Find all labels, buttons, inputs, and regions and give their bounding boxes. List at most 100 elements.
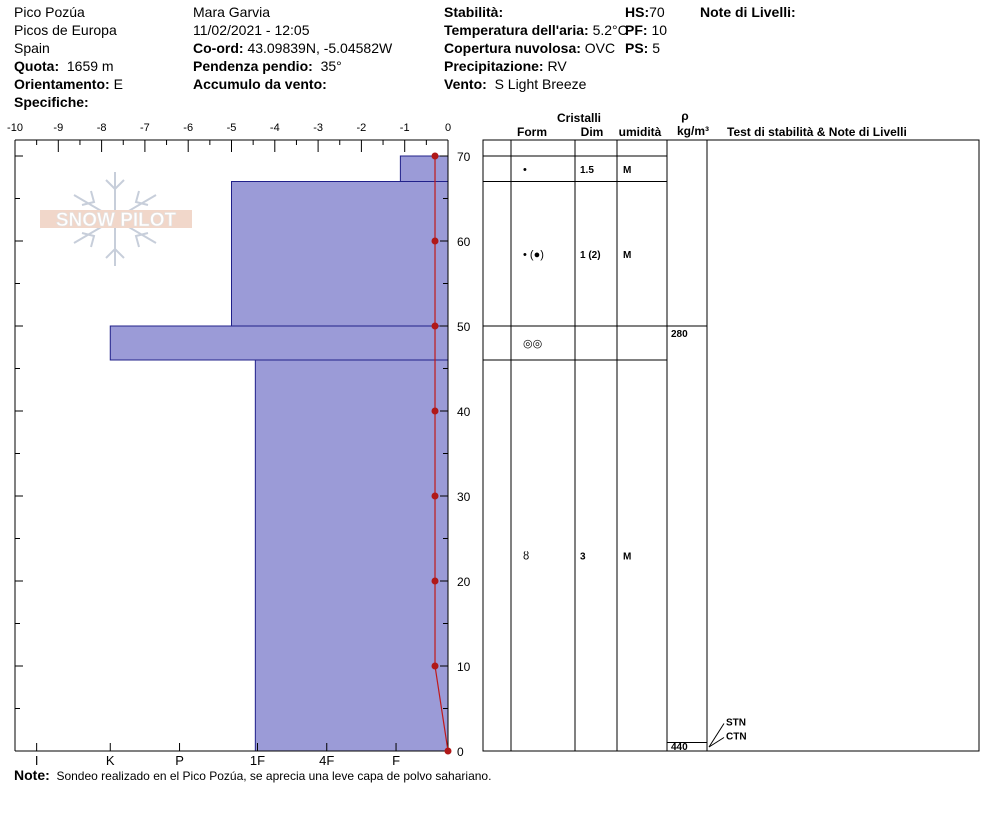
stability-test-leader	[708, 737, 725, 748]
temp-tick-label: -3	[313, 122, 323, 134]
hardness-tick-label: F	[392, 753, 400, 768]
watermark-text: SNOW PILOT	[56, 210, 177, 231]
temp-tick-label: -6	[183, 122, 193, 134]
wind-row: Vento: S Light Breeze	[444, 75, 628, 93]
hardness-bar-0	[399, 155, 449, 182]
observer-name: Mara Garvia	[193, 4, 271, 20]
snow-pilot-watermark: SNOW PILOT	[40, 172, 192, 266]
temperature-line	[434, 156, 449, 752]
hardness-profile	[109, 155, 449, 752]
aspect-row: Orientamento: E	[14, 75, 123, 93]
sky-cover-value: OVC	[584, 40, 616, 56]
coords-row: Co-ord: 43.09839N, -5.04582W	[193, 39, 392, 57]
layer-form-symbol: •	[523, 164, 527, 176]
hardness-tick-label: P	[175, 753, 184, 768]
layer-table: Cristalli Form Dim umidità ρkg/m³ Test di sta…	[482, 109, 980, 753]
wind-value: S Light Breeze	[494, 76, 587, 92]
form-header: Form	[517, 125, 547, 139]
temperature-point	[431, 407, 439, 415]
height-tick-label: 60	[457, 235, 471, 249]
slope-label: Pendenza pendio:	[193, 58, 313, 74]
temperature-profile	[431, 152, 452, 755]
precip-value: RV	[547, 58, 567, 74]
hardness-tick-label: K	[106, 753, 115, 768]
watermark-band	[40, 210, 192, 228]
temperature-point	[431, 237, 439, 245]
slope-value: 35°	[320, 58, 342, 74]
note-label: Note:	[14, 767, 50, 783]
precip-label: Precipitazione:	[444, 58, 544, 74]
wind-loading-label: Accumulo da vento:	[193, 76, 327, 92]
stability-label: Stabilità:	[444, 4, 504, 20]
layer-form-symbol: • (●)	[523, 249, 544, 261]
temp-tick-label: -1	[400, 122, 410, 134]
temp-tick-label: -10	[7, 122, 23, 134]
pf-row: PF: 10	[625, 21, 667, 39]
height-tick-label: 50	[457, 320, 471, 334]
stability-row: Stabilità:	[444, 3, 628, 21]
ps-value: 5	[652, 40, 661, 56]
observation-datetime: 11/02/2021 - 12:05	[193, 22, 310, 38]
ps-row: PS: 5	[625, 39, 667, 57]
footer-note: Note: Sondeo realizado en el Pico Pozúa,…	[14, 767, 491, 783]
temperature-point	[444, 747, 452, 755]
temp-tick-label: -8	[97, 122, 107, 134]
layer-moisture: M	[623, 250, 631, 261]
layer-notes-label: Note di Livelli:	[700, 4, 796, 20]
temperature-point	[431, 577, 439, 585]
specifics-row: Specifiche:	[14, 93, 123, 111]
slope-row: Pendenza pendio: 35°	[193, 57, 392, 75]
hs-row: HS:70	[625, 3, 667, 21]
layer-size: 3	[580, 552, 586, 563]
precip-row: Precipitazione: RV	[444, 57, 628, 75]
table-frame	[482, 139, 980, 752]
wind-loading-row: Accumulo da vento:	[193, 75, 392, 93]
hardness-tick-label: 1F	[250, 753, 265, 768]
coords-label: Co-ord:	[193, 40, 244, 56]
pf-label: PF:	[625, 22, 648, 38]
temperature-point	[431, 152, 439, 160]
height-tick-label: 20	[457, 575, 471, 589]
mountain-range: Picos de Europa	[14, 22, 117, 38]
stability-test-leader	[708, 723, 725, 748]
temperature-point	[431, 492, 439, 500]
sky-cover-label: Copertura nuvolosa:	[444, 40, 581, 56]
hardness-tick-label: 4F	[319, 753, 334, 768]
tests-header: Test di stabilità & Note di Livelli	[727, 125, 907, 139]
hs-label: HS:	[625, 4, 650, 20]
layer-size: 1.5	[580, 165, 594, 176]
wind-label: Vento:	[444, 76, 487, 92]
crystals-header: Cristalli	[557, 111, 601, 125]
note-text: Sondeo realizado en el Pico Pozúa, se ap…	[56, 769, 492, 783]
sky-cover-row: Copertura nuvolosa: OVC	[444, 39, 628, 57]
country: Spain	[14, 40, 50, 56]
header-col4: HS:70 PF: 10 PS: 5	[625, 3, 667, 57]
hs-value: 70	[649, 4, 665, 20]
air-temp-row: Temperatura dell'aria: 5.2°C	[444, 21, 628, 39]
stability-test-label: CTN	[726, 732, 747, 743]
location-name: Pico Pozúa	[14, 4, 85, 20]
hardness-bar-3	[254, 359, 449, 752]
elevation-value: 1659 m	[66, 58, 114, 74]
temperature-point	[431, 662, 439, 670]
header-col3: Stabilità: Temperatura dell'aria: 5.2°C …	[444, 3, 628, 93]
air-temp-label: Temperatura dell'aria:	[444, 22, 589, 38]
height-tick-label: 0	[457, 745, 464, 759]
temp-tick-label: -7	[140, 122, 150, 134]
aspect-value: E	[113, 76, 123, 92]
density-value: 280	[671, 329, 688, 340]
layer-form-symbol: ◎◎	[523, 338, 542, 350]
stability-test-label: STN	[726, 718, 746, 729]
temp-tick-label: -2	[357, 122, 367, 134]
layer-size: 1 (2)	[580, 250, 601, 261]
coords-value: 43.09839N, -5.04582W	[247, 40, 393, 56]
size-header: Dim	[581, 125, 604, 139]
height-tick-label: 40	[457, 405, 471, 419]
layer-moisture: M	[623, 165, 631, 176]
density-unit-header: kg/m³	[677, 124, 709, 138]
specifics-label: Specifiche:	[14, 94, 89, 110]
hardness-bar-2	[109, 325, 449, 361]
temp-tick-label: -9	[53, 122, 63, 134]
hardness-tick-label: I	[35, 753, 39, 768]
